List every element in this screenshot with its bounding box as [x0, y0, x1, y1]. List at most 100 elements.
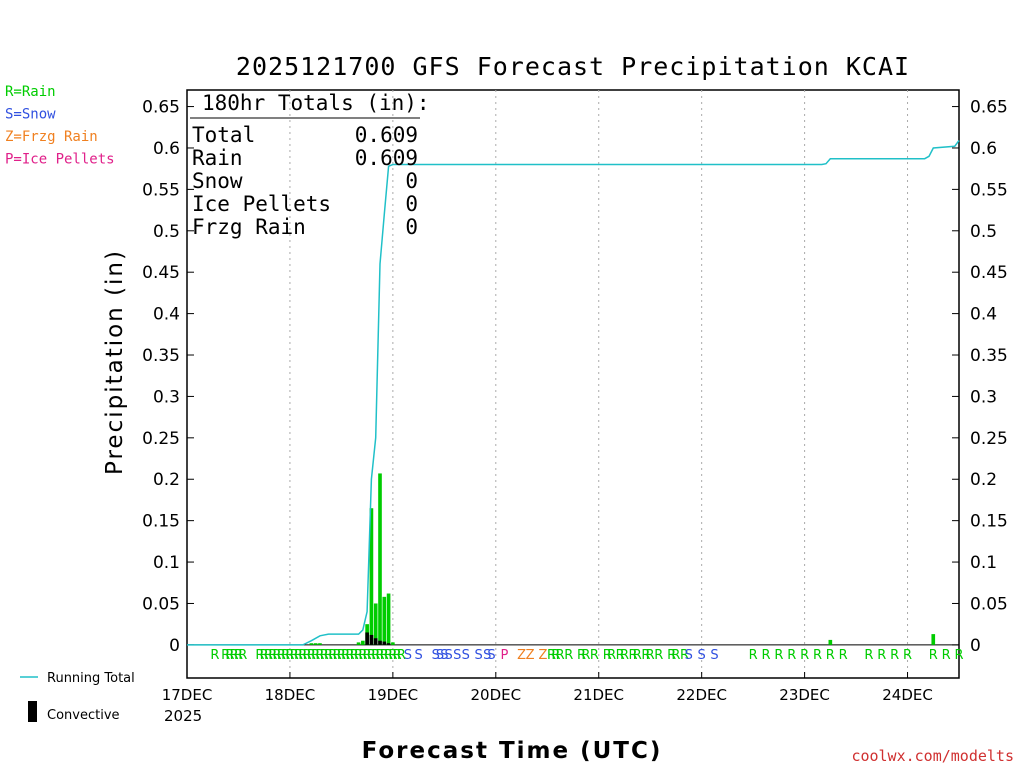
- credit-link[interactable]: coolwx.com/modelts: [851, 747, 1014, 765]
- ptype-marker: R: [813, 648, 822, 663]
- precip-bar: [382, 596, 387, 645]
- ptype-marker: R: [358, 648, 367, 663]
- ptype-marker: R: [367, 648, 376, 663]
- ptype-marker: R: [547, 648, 556, 663]
- y-tick-label: 0.3: [153, 387, 180, 407]
- y-tick-label-right: 0.5: [970, 222, 997, 242]
- ptype-marker: R: [954, 648, 963, 663]
- y-axis-label: Precipitation (in): [102, 249, 128, 475]
- precip-bar: [391, 642, 395, 645]
- ptype-marker: R: [255, 648, 264, 663]
- ptype-marker: R: [680, 648, 689, 663]
- convective-bar: [369, 634, 374, 645]
- grid-lines: [187, 90, 959, 678]
- ptype-marker: R: [324, 648, 333, 663]
- totals-box: 180hr Totals (in): Total 0.609 Rain 0.609 Sn…: [190, 91, 430, 239]
- ptype-marker: R: [577, 648, 586, 663]
- ptype-marker: R: [564, 648, 573, 663]
- precip-bar: [386, 593, 391, 645]
- totals-row-value: 0: [405, 169, 418, 193]
- ptype-marker: R: [826, 648, 835, 663]
- y-tick-label-right: 0.05: [970, 594, 1008, 614]
- ptype-marker: P: [500, 648, 508, 663]
- totals-row-value: 0.609: [355, 146, 418, 170]
- plot-frame: [186, 89, 960, 679]
- ptype-marker: R: [877, 648, 886, 663]
- ptype-marker: R: [303, 648, 312, 663]
- y-tick-label: 0: [169, 636, 180, 656]
- totals-row-label: Ice Pellets: [192, 192, 331, 216]
- ptype-marker: R: [268, 648, 277, 663]
- precip-bar: [309, 643, 314, 645]
- y-tick-label-right: 0.2: [970, 470, 997, 490]
- totals-row-value: 0: [405, 215, 418, 239]
- ptype-marker: R: [230, 648, 239, 663]
- ptype-marker: R: [307, 648, 316, 663]
- ptype-marker: S: [483, 648, 491, 663]
- ptype-marker: R: [221, 648, 230, 663]
- ptype-marker: R: [633, 648, 642, 663]
- ptype-marker: S: [487, 648, 495, 663]
- ptype-marker: R: [234, 648, 243, 663]
- precip-bar: [369, 508, 374, 645]
- convective-bar: [386, 643, 391, 645]
- ptype-marker: R: [311, 648, 320, 663]
- y-tick-label: 0.05: [142, 594, 180, 614]
- ptype-marker: S: [436, 648, 444, 663]
- precip-bar: [313, 643, 318, 645]
- ptype-marker: R: [333, 648, 342, 663]
- ptype-marker: S: [698, 648, 706, 663]
- x-tick-label: 19DEC: [368, 686, 419, 704]
- precip-bar: [931, 634, 936, 645]
- y-tick-label-right: 0.35: [970, 346, 1008, 366]
- ptype-marker: R: [225, 648, 234, 663]
- series-legend: Running Total Convective: [20, 671, 135, 723]
- ptype-marker: R: [761, 648, 770, 663]
- ptype-marker: R: [654, 648, 663, 663]
- ptype-marker: R: [238, 648, 247, 663]
- ptype-marker: R: [294, 648, 303, 663]
- ptype-marker: R: [641, 648, 650, 663]
- ptype-marker: R: [384, 648, 393, 663]
- ptype-marker: R: [328, 648, 337, 663]
- precip-bars: [309, 473, 936, 645]
- ptype-marker: R: [350, 648, 359, 663]
- ptype-marker: R: [629, 648, 638, 663]
- ptype-marker: R: [749, 648, 758, 663]
- y-axis-left: 0.65 0.6 0.55 0.5 0.45 0.4 0.35 0.3 0.25 0.2 0.15 0…: [142, 98, 194, 656]
- ptype-marker: R: [556, 648, 565, 663]
- y-tick-label: 0.25: [142, 429, 180, 449]
- x-tick-label: 21DEC: [573, 686, 624, 704]
- ptype-marker: R: [787, 648, 796, 663]
- ptype-marker: S: [414, 648, 422, 663]
- ptype-marker: Z: [517, 648, 526, 663]
- ptype-marker: R: [341, 648, 350, 663]
- convective-legend-swatch: [28, 701, 37, 722]
- x-tick-label: 20DEC: [471, 686, 522, 704]
- x-tick-label: 23DEC: [779, 686, 830, 704]
- ptype-legend-item: S=Snow: [5, 107, 56, 123]
- ptype-marker: S: [404, 648, 412, 663]
- y-tick-label-right: 0.15: [970, 512, 1008, 532]
- ptype-marker: R: [646, 648, 655, 663]
- running-total-line: [187, 140, 960, 646]
- year-label: 2025: [164, 707, 202, 725]
- y-tick-label-right: 0.1: [970, 553, 997, 573]
- ptype-marker: R: [277, 648, 286, 663]
- ptype-marker: R: [942, 648, 951, 663]
- ptype-legend-item: Z=Frzg Rain: [5, 129, 98, 145]
- y-tick-label-right: 0.65: [970, 98, 1008, 118]
- y-tick-label: 0.65: [142, 98, 180, 118]
- ptype-marker: R: [890, 648, 899, 663]
- ptype-marker: R: [903, 648, 912, 663]
- ptype-marker: S: [453, 648, 461, 663]
- ptype-marker: S: [685, 648, 693, 663]
- ptype-marker: R: [616, 648, 625, 663]
- convective-legend-label: Convective: [47, 708, 120, 723]
- ptype-marker: S: [710, 648, 718, 663]
- y-tick-label: 0.35: [142, 346, 180, 366]
- ptype-marker: R: [337, 648, 346, 663]
- ptype-marker: R: [551, 648, 560, 663]
